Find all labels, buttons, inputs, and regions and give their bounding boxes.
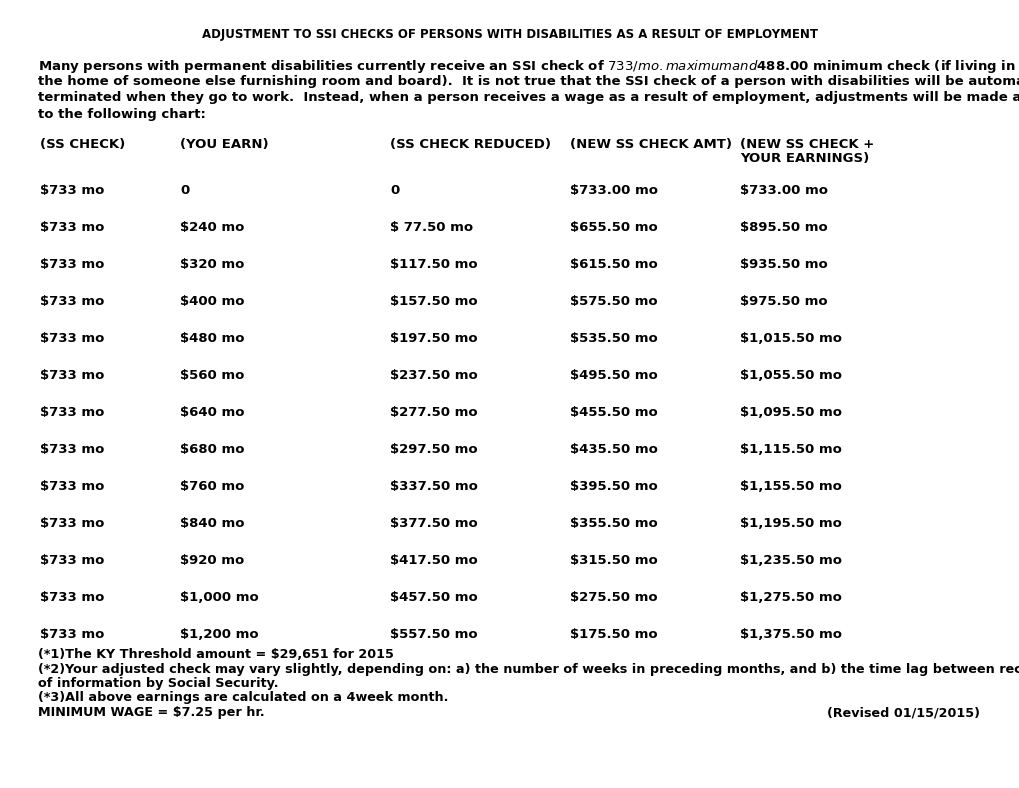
Text: ADJUSTMENT TO SSI CHECKS OF PERSONS WITH DISABILITIES AS A RESULT OF EMPLOYMENT: ADJUSTMENT TO SSI CHECKS OF PERSONS WITH… bbox=[202, 28, 817, 41]
Text: $275.50 mo: $275.50 mo bbox=[570, 591, 657, 604]
Text: $400 mo: $400 mo bbox=[179, 295, 245, 308]
Text: $975.50 mo: $975.50 mo bbox=[739, 295, 826, 308]
Text: $935.50 mo: $935.50 mo bbox=[739, 258, 827, 271]
Text: $495.50 mo: $495.50 mo bbox=[570, 369, 657, 382]
Text: $733 mo: $733 mo bbox=[40, 369, 104, 382]
Text: $435.50 mo: $435.50 mo bbox=[570, 443, 657, 456]
Text: the home of someone else furnishing room and board).  It is not true that the SS: the home of someone else furnishing room… bbox=[38, 75, 1019, 87]
Text: $1,055.50 mo: $1,055.50 mo bbox=[739, 369, 841, 382]
Text: $733 mo: $733 mo bbox=[40, 221, 104, 234]
Text: $1,235.50 mo: $1,235.50 mo bbox=[739, 554, 841, 567]
Text: $560 mo: $560 mo bbox=[179, 369, 245, 382]
Text: YOUR EARNINGS): YOUR EARNINGS) bbox=[739, 152, 868, 165]
Text: $733 mo: $733 mo bbox=[40, 443, 104, 456]
Text: $1,375.50 mo: $1,375.50 mo bbox=[739, 628, 841, 641]
Text: $733 mo: $733 mo bbox=[40, 517, 104, 530]
Text: $315.50 mo: $315.50 mo bbox=[570, 554, 657, 567]
Text: $733 mo: $733 mo bbox=[40, 258, 104, 271]
Text: $175.50 mo: $175.50 mo bbox=[570, 628, 657, 641]
Text: $535.50 mo: $535.50 mo bbox=[570, 332, 657, 345]
Text: (*2)Your adjusted check may vary slightly, depending on: a) the number of weeks : (*2)Your adjusted check may vary slightl… bbox=[38, 663, 1019, 675]
Text: $1,155.50 mo: $1,155.50 mo bbox=[739, 480, 841, 493]
Text: 0: 0 bbox=[179, 184, 190, 197]
Text: $840 mo: $840 mo bbox=[179, 517, 245, 530]
Text: $615.50 mo: $615.50 mo bbox=[570, 258, 657, 271]
Text: $377.50 mo: $377.50 mo bbox=[389, 517, 477, 530]
Text: $1,095.50 mo: $1,095.50 mo bbox=[739, 406, 841, 419]
Text: $733 mo: $733 mo bbox=[40, 295, 104, 308]
Text: 0: 0 bbox=[389, 184, 398, 197]
Text: $733.00 mo: $733.00 mo bbox=[739, 184, 827, 197]
Text: $733 mo: $733 mo bbox=[40, 184, 104, 197]
Text: $237.50 mo: $237.50 mo bbox=[389, 369, 477, 382]
Text: $575.50 mo: $575.50 mo bbox=[570, 295, 657, 308]
Text: $ 77.50 mo: $ 77.50 mo bbox=[389, 221, 473, 234]
Text: $1,000 mo: $1,000 mo bbox=[179, 591, 259, 604]
Text: to the following chart:: to the following chart: bbox=[38, 107, 206, 121]
Text: (*3)All above earnings are calculated on a 4week month.: (*3)All above earnings are calculated on… bbox=[38, 692, 448, 704]
Text: $1,015.50 mo: $1,015.50 mo bbox=[739, 332, 841, 345]
Text: $480 mo: $480 mo bbox=[179, 332, 245, 345]
Text: MINIMUM WAGE = $7.25 per hr.: MINIMUM WAGE = $7.25 per hr. bbox=[38, 706, 264, 719]
Text: (YOU EARN): (YOU EARN) bbox=[179, 138, 268, 151]
Text: $680 mo: $680 mo bbox=[179, 443, 245, 456]
Text: (SS CHECK): (SS CHECK) bbox=[40, 138, 125, 151]
Text: $197.50 mo: $197.50 mo bbox=[389, 332, 477, 345]
Text: $240 mo: $240 mo bbox=[179, 221, 245, 234]
Text: $355.50 mo: $355.50 mo bbox=[570, 517, 657, 530]
Text: $417.50 mo: $417.50 mo bbox=[389, 554, 477, 567]
Text: $337.50 mo: $337.50 mo bbox=[389, 480, 478, 493]
Text: $1,195.50 mo: $1,195.50 mo bbox=[739, 517, 841, 530]
Text: (NEW SS CHECK AMT): (NEW SS CHECK AMT) bbox=[570, 138, 732, 151]
Text: $920 mo: $920 mo bbox=[179, 554, 244, 567]
Text: $320 mo: $320 mo bbox=[179, 258, 245, 271]
Text: $733 mo: $733 mo bbox=[40, 332, 104, 345]
Text: $733 mo: $733 mo bbox=[40, 480, 104, 493]
Text: $395.50 mo: $395.50 mo bbox=[570, 480, 657, 493]
Text: (NEW SS CHECK +: (NEW SS CHECK + bbox=[739, 138, 873, 151]
Text: of information by Social Security.: of information by Social Security. bbox=[38, 677, 278, 690]
Text: (SS CHECK REDUCED): (SS CHECK REDUCED) bbox=[389, 138, 550, 151]
Text: $157.50 mo: $157.50 mo bbox=[389, 295, 477, 308]
Text: $1,200 mo: $1,200 mo bbox=[179, 628, 259, 641]
Text: $733 mo: $733 mo bbox=[40, 554, 104, 567]
Text: $733.00 mo: $733.00 mo bbox=[570, 184, 657, 197]
Text: terminated when they go to work.  Instead, when a person receives a wage as a re: terminated when they go to work. Instead… bbox=[38, 91, 1019, 104]
Text: $297.50 mo: $297.50 mo bbox=[389, 443, 477, 456]
Text: $760 mo: $760 mo bbox=[179, 480, 245, 493]
Text: $895.50 mo: $895.50 mo bbox=[739, 221, 827, 234]
Text: $457.50 mo: $457.50 mo bbox=[389, 591, 477, 604]
Text: $1,275.50 mo: $1,275.50 mo bbox=[739, 591, 841, 604]
Text: Many persons with permanent disabilities currently receive an SSI check of $733/: Many persons with permanent disabilities… bbox=[38, 58, 1015, 75]
Text: $733 mo: $733 mo bbox=[40, 628, 104, 641]
Text: (Revised 01/15/2015): (Revised 01/15/2015) bbox=[826, 706, 979, 719]
Text: $557.50 mo: $557.50 mo bbox=[389, 628, 477, 641]
Text: $277.50 mo: $277.50 mo bbox=[389, 406, 477, 419]
Text: (*1)The KY Threshold amount = $29,651 for 2015: (*1)The KY Threshold amount = $29,651 fo… bbox=[38, 648, 393, 661]
Text: $1,115.50 mo: $1,115.50 mo bbox=[739, 443, 841, 456]
Text: $733 mo: $733 mo bbox=[40, 591, 104, 604]
Text: $640 mo: $640 mo bbox=[179, 406, 245, 419]
Text: $733 mo: $733 mo bbox=[40, 406, 104, 419]
Text: $655.50 mo: $655.50 mo bbox=[570, 221, 657, 234]
Text: $455.50 mo: $455.50 mo bbox=[570, 406, 657, 419]
Text: $117.50 mo: $117.50 mo bbox=[389, 258, 477, 271]
